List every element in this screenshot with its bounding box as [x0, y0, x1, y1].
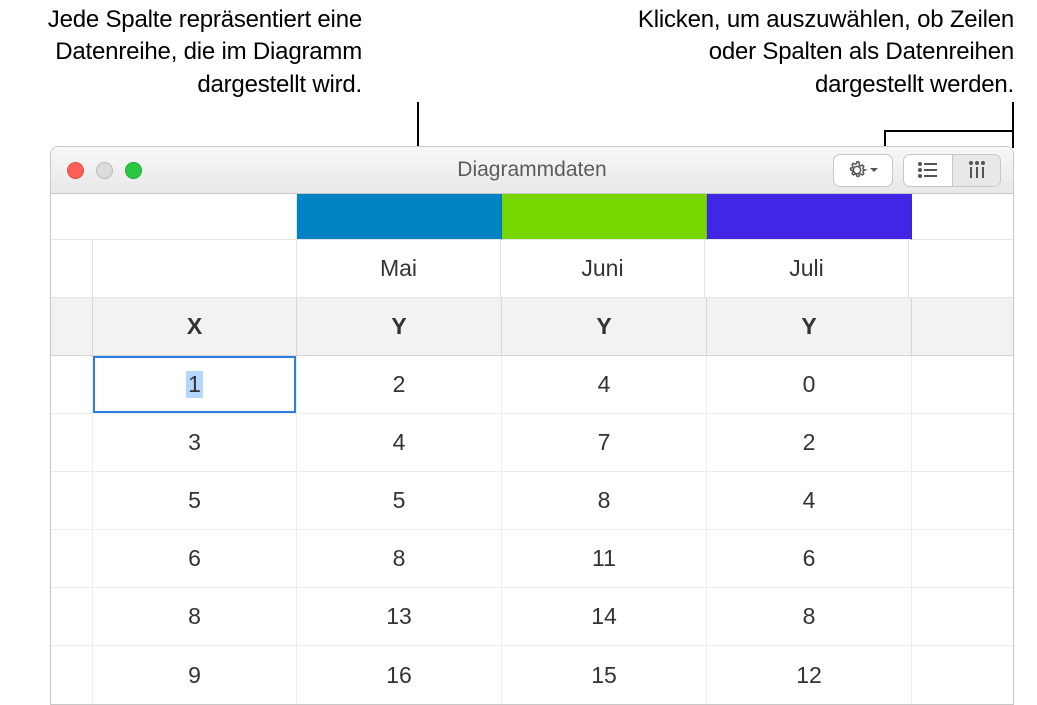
axis-header-0[interactable]: X	[93, 298, 297, 356]
gear-icon	[846, 159, 868, 181]
series-color-1[interactable]	[502, 194, 707, 240]
data-cell[interactable]: 8	[93, 588, 297, 646]
row-tail	[912, 472, 1013, 530]
month-header-row: Mai Juni Juli	[51, 240, 1013, 298]
axis-tail	[912, 298, 1013, 356]
data-cell[interactable]: 8	[297, 530, 502, 588]
data-cell[interactable]: 2	[297, 356, 502, 414]
titlebar: Diagrammdaten	[51, 147, 1013, 194]
data-grid: Mai Juni Juli X Y Y Y 124034725584681168…	[51, 194, 1013, 704]
callout-right: Klicken, um auszuwählen, ob Zeilen oder …	[609, 4, 1014, 101]
chevron-down-icon	[868, 164, 880, 176]
month-header-2[interactable]: Juli	[705, 240, 909, 298]
table-row: 3472	[51, 414, 1013, 472]
data-cell[interactable]: 5	[297, 472, 502, 530]
corner-cell	[51, 194, 297, 240]
month-header-empty[interactable]	[93, 240, 297, 298]
traffic-lights	[51, 162, 142, 179]
data-cell[interactable]: 8	[707, 588, 912, 646]
data-cell[interactable]: 15	[502, 646, 707, 704]
minimize-button[interactable]	[96, 162, 113, 179]
data-cell[interactable]: 12	[707, 646, 912, 704]
data-cell[interactable]: 6	[707, 530, 912, 588]
table-row: 68116	[51, 530, 1013, 588]
row-number[interactable]	[51, 472, 93, 530]
data-cell[interactable]: 13	[297, 588, 502, 646]
row-tail	[912, 356, 1013, 414]
data-cell[interactable]: 14	[502, 588, 707, 646]
data-cell[interactable]: 2	[707, 414, 912, 472]
data-cell[interactable]: 3	[93, 414, 297, 472]
month-header-0[interactable]: Mai	[297, 240, 501, 298]
data-cell[interactable]: 4	[297, 414, 502, 472]
data-cell[interactable]: 1	[93, 356, 297, 414]
data-cell[interactable]: 16	[297, 646, 502, 704]
callout-left: Jede Spalte repräsentiert eine Datenreih…	[22, 4, 362, 101]
series-color-row	[51, 194, 1013, 240]
rows-icon	[917, 161, 939, 179]
data-cell[interactable]: 7	[502, 414, 707, 472]
data-cell[interactable]: 4	[707, 472, 912, 530]
series-color-0[interactable]	[297, 194, 502, 240]
data-cell[interactable]: 9	[93, 646, 297, 704]
axis-header-3[interactable]: Y	[707, 298, 912, 356]
axis-header-2[interactable]: Y	[502, 298, 707, 356]
series-color-2[interactable]	[707, 194, 912, 240]
axis-header-1[interactable]: Y	[297, 298, 502, 356]
data-cell[interactable]: 4	[502, 356, 707, 414]
table-row: 813148	[51, 588, 1013, 646]
zoom-button[interactable]	[125, 162, 142, 179]
data-cell[interactable]: 8	[502, 472, 707, 530]
rows-as-series-button[interactable]	[904, 155, 952, 186]
data-cell[interactable]: 5	[93, 472, 297, 530]
color-tail	[912, 194, 1013, 240]
axis-rownum	[51, 298, 93, 356]
data-cell[interactable]: 6	[93, 530, 297, 588]
columns-icon	[967, 160, 987, 180]
row-tail	[912, 646, 1013, 704]
axis-header-row: X Y Y Y	[51, 298, 1013, 356]
row-tail	[912, 414, 1013, 472]
table-row: 9161512	[51, 646, 1013, 704]
row-number[interactable]	[51, 356, 93, 414]
data-cell[interactable]: 11	[502, 530, 707, 588]
close-button[interactable]	[67, 162, 84, 179]
month-tail	[909, 240, 1013, 298]
row-number[interactable]	[51, 588, 93, 646]
rownum-corner	[51, 240, 93, 298]
table-row: 1240	[51, 356, 1013, 414]
orientation-segmented-control	[903, 154, 1001, 187]
row-tail	[912, 588, 1013, 646]
month-header-1[interactable]: Juni	[501, 240, 705, 298]
chart-data-window: Diagrammdaten	[50, 146, 1014, 705]
settings-menu-button[interactable]	[833, 154, 893, 187]
row-number[interactable]	[51, 646, 93, 704]
toolbar-right	[833, 154, 1001, 187]
columns-as-series-button[interactable]	[952, 155, 1000, 186]
row-number[interactable]	[51, 414, 93, 472]
table-row: 5584	[51, 472, 1013, 530]
row-tail	[912, 530, 1013, 588]
data-cell[interactable]: 0	[707, 356, 912, 414]
row-number[interactable]	[51, 530, 93, 588]
